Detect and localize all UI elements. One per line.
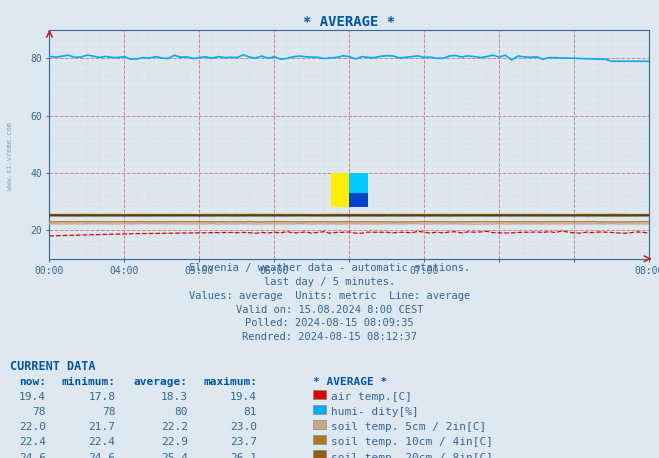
Text: 23.7: 23.7 xyxy=(230,437,257,447)
Text: air temp.[C]: air temp.[C] xyxy=(331,392,413,402)
Text: Values: average  Units: metric  Line: average: Values: average Units: metric Line: aver… xyxy=(189,291,470,301)
Text: now:: now: xyxy=(19,377,46,387)
Text: 19.4: 19.4 xyxy=(19,392,46,402)
Text: 22.4: 22.4 xyxy=(19,437,46,447)
Text: 22.2: 22.2 xyxy=(161,422,188,432)
Text: soil temp. 5cm / 2in[C]: soil temp. 5cm / 2in[C] xyxy=(331,422,487,432)
Text: minimum:: minimum: xyxy=(61,377,115,387)
Text: last day / 5 minutes.: last day / 5 minutes. xyxy=(264,277,395,287)
Text: 25.4: 25.4 xyxy=(161,453,188,458)
Text: 22.9: 22.9 xyxy=(161,437,188,447)
Text: 81: 81 xyxy=(244,407,257,417)
Text: Slovenia / weather data - automatic stations.: Slovenia / weather data - automatic stat… xyxy=(189,263,470,273)
Text: maximum:: maximum: xyxy=(203,377,257,387)
Text: 24.6: 24.6 xyxy=(19,453,46,458)
Text: 22.4: 22.4 xyxy=(88,437,115,447)
Text: 24.6: 24.6 xyxy=(88,453,115,458)
Text: 21.7: 21.7 xyxy=(88,422,115,432)
Text: 26.1: 26.1 xyxy=(230,453,257,458)
Text: 78: 78 xyxy=(33,407,46,417)
Text: soil temp. 20cm / 8in[C]: soil temp. 20cm / 8in[C] xyxy=(331,453,494,458)
Text: www.si-vreme.com: www.si-vreme.com xyxy=(7,122,13,190)
Text: 22.0: 22.0 xyxy=(19,422,46,432)
Text: 80: 80 xyxy=(175,407,188,417)
Text: 18.3: 18.3 xyxy=(161,392,188,402)
Text: CURRENT DATA: CURRENT DATA xyxy=(10,360,96,372)
Text: Polled: 2024-08-15 08:09:35: Polled: 2024-08-15 08:09:35 xyxy=(245,318,414,328)
Text: average:: average: xyxy=(134,377,188,387)
Text: 78: 78 xyxy=(102,407,115,417)
Text: soil temp. 10cm / 4in[C]: soil temp. 10cm / 4in[C] xyxy=(331,437,494,447)
Text: humi- dity[%]: humi- dity[%] xyxy=(331,407,419,417)
Text: Rendred: 2024-08-15 08:12:37: Rendred: 2024-08-15 08:12:37 xyxy=(242,332,417,342)
Title: * AVERAGE *: * AVERAGE * xyxy=(303,15,395,28)
Text: 23.0: 23.0 xyxy=(230,422,257,432)
Text: 17.8: 17.8 xyxy=(88,392,115,402)
Text: 19.4: 19.4 xyxy=(230,392,257,402)
Text: Valid on: 15.08.2024 8:00 CEST: Valid on: 15.08.2024 8:00 CEST xyxy=(236,305,423,315)
Text: * AVERAGE *: * AVERAGE * xyxy=(313,377,387,387)
